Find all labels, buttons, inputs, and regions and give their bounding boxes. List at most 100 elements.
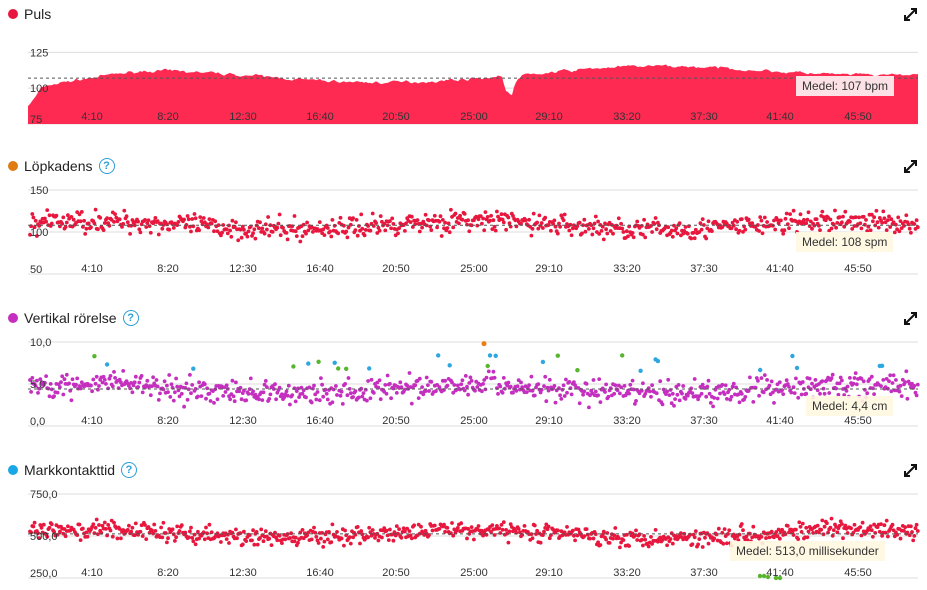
data-point (688, 532, 692, 537)
data-point (485, 363, 490, 369)
data-point (117, 527, 122, 531)
data-point (531, 211, 536, 216)
data-point (389, 396, 393, 401)
data-point (490, 523, 495, 527)
data-point (731, 381, 736, 386)
data-point (408, 220, 413, 224)
data-point (772, 401, 776, 405)
data-point (670, 541, 675, 546)
data-point (726, 532, 730, 536)
data-point (905, 396, 910, 401)
data-point (383, 228, 388, 233)
data-point (757, 573, 763, 579)
x-tick-label: 33:20 (613, 567, 641, 579)
data-point (606, 394, 611, 399)
data-point (621, 230, 626, 234)
data-point (827, 391, 832, 395)
data-point (360, 226, 365, 231)
data-point (234, 220, 238, 225)
data-point (465, 384, 469, 389)
data-point (495, 209, 499, 214)
data-point (584, 382, 589, 386)
data-point (390, 216, 395, 221)
data-point (440, 218, 445, 222)
x-tick-label: 4:10 (81, 567, 102, 579)
data-point (133, 374, 138, 379)
data-point (886, 534, 890, 539)
data-point (457, 221, 461, 226)
data-point (120, 225, 124, 229)
data-point (890, 522, 895, 527)
data-point (771, 390, 775, 395)
data-point (865, 229, 870, 233)
data-point (802, 218, 806, 222)
data-point (558, 224, 562, 229)
data-point (378, 397, 383, 401)
data-point (725, 397, 729, 401)
data-point (458, 213, 462, 218)
data-point (360, 532, 365, 537)
expand-icon[interactable] (904, 160, 917, 173)
data-point (591, 226, 596, 231)
data-point (493, 353, 498, 358)
expand-icon[interactable] (904, 312, 917, 325)
data-point (834, 386, 838, 391)
data-point (650, 230, 654, 234)
expand-icon[interactable] (904, 464, 917, 477)
data-point (453, 211, 458, 216)
data-point (840, 378, 844, 383)
data-point (490, 227, 495, 231)
data-point (351, 395, 355, 399)
data-point (500, 390, 505, 395)
help-icon[interactable]: ? (98, 158, 115, 174)
data-point (107, 223, 112, 228)
data-point (627, 544, 631, 548)
data-point (486, 369, 491, 374)
data-point (267, 536, 272, 541)
data-point (463, 374, 468, 378)
data-point (439, 234, 444, 238)
data-point (316, 541, 321, 545)
data-point (869, 528, 874, 533)
data-point (864, 218, 868, 222)
help-icon[interactable]: ? (122, 310, 139, 326)
x-tick-label: 29:10 (535, 415, 563, 427)
expand-icon[interactable] (904, 8, 917, 21)
data-point (78, 538, 83, 542)
data-point (536, 226, 541, 231)
x-tick-label: 45:50 (844, 263, 872, 275)
scatter-points (28, 516, 920, 581)
data-point (329, 234, 334, 239)
data-point (423, 389, 428, 393)
data-point (776, 527, 781, 532)
data-point (861, 379, 866, 384)
data-point (697, 537, 702, 541)
data-point (242, 529, 246, 534)
data-point (300, 528, 305, 532)
data-point (161, 520, 166, 525)
data-point (658, 379, 663, 384)
help-icon[interactable]: ? (121, 462, 138, 478)
data-point (642, 217, 646, 222)
data-point (223, 390, 228, 394)
data-point (641, 381, 645, 386)
data-point (306, 361, 311, 366)
data-point (882, 216, 887, 221)
data-point (335, 530, 339, 534)
data-point (549, 228, 553, 233)
data-point (620, 353, 625, 358)
data-point (323, 387, 328, 392)
data-point (255, 542, 260, 547)
data-point (239, 397, 244, 402)
data-point (624, 229, 629, 234)
data-point (190, 217, 195, 221)
data-point (344, 229, 349, 234)
data-point (814, 217, 819, 221)
data-point (252, 542, 257, 547)
data-point (796, 537, 801, 541)
data-point (488, 218, 492, 223)
data-point (399, 535, 404, 540)
data-point (700, 217, 705, 221)
data-point (898, 383, 903, 388)
data-point (491, 369, 496, 374)
